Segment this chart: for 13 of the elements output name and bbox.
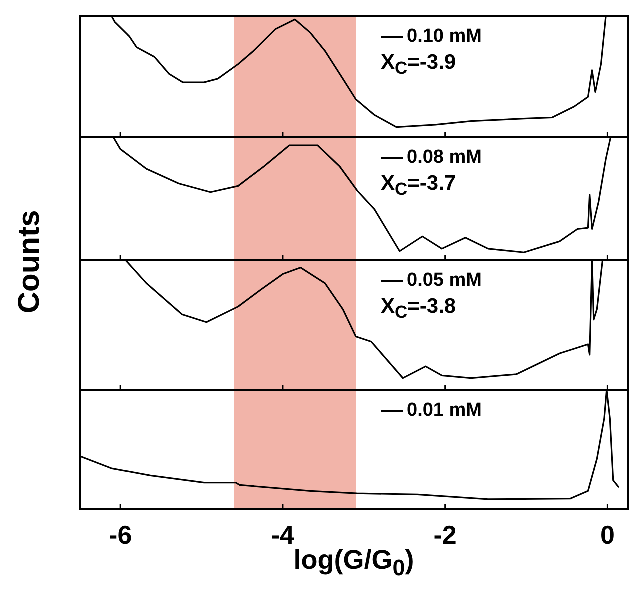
legend-label: 0.10 mM xyxy=(407,26,482,47)
y-axis-title: Counts xyxy=(13,209,47,316)
legend-label: 0.05 mM xyxy=(407,270,482,291)
x-tick-label: -2 xyxy=(434,520,457,550)
x-tick-label: 0 xyxy=(600,520,615,550)
annotation: X$_{C}$=-3.9 xyxy=(381,51,458,80)
x-tick-label: -6 xyxy=(109,520,132,550)
x-tick-label: -4 xyxy=(271,520,296,550)
legend-label: 0.01 mM xyxy=(407,400,482,421)
annotation: X$_{C}$=-3.7 xyxy=(381,172,458,202)
x-axis-title: log(G/G$_{0}$) xyxy=(294,545,414,580)
legend-label: 0.08 mM xyxy=(407,147,482,168)
annotation: X$_{C}$=-3.8 xyxy=(381,295,458,324)
